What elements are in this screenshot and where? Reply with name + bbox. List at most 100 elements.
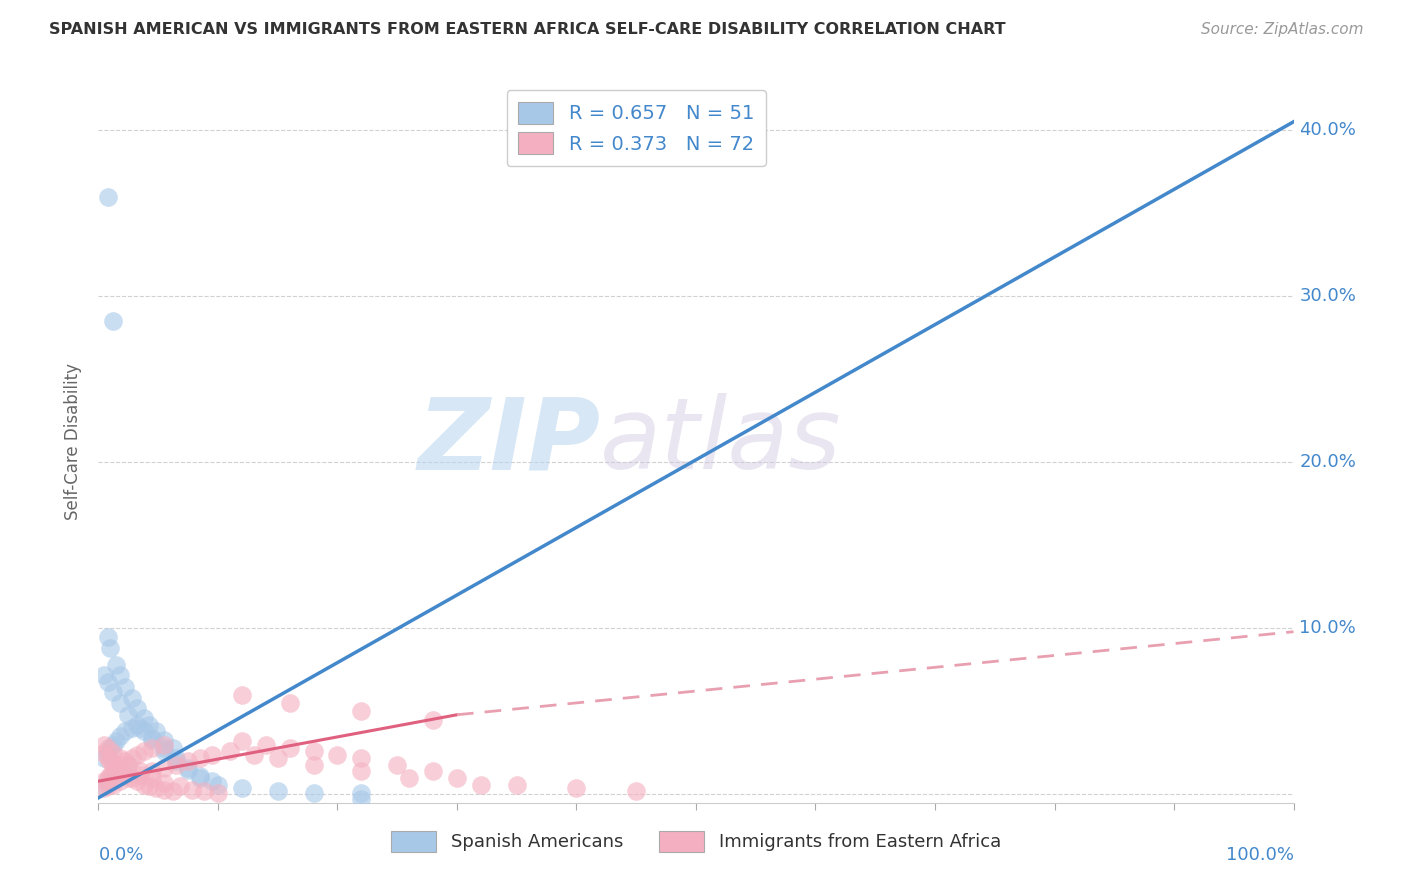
Point	[254, 738, 277, 752]
Point	[231, 780, 253, 795]
Point	[188, 771, 211, 785]
Point	[101, 764, 124, 779]
Point	[101, 314, 124, 328]
Point	[98, 767, 122, 781]
Point	[132, 711, 155, 725]
Point	[101, 778, 124, 792]
Point	[162, 784, 184, 798]
Point	[125, 747, 148, 762]
Point	[165, 754, 187, 768]
Point	[108, 764, 131, 779]
Point	[93, 779, 115, 793]
Point	[97, 630, 120, 644]
Point	[101, 746, 124, 760]
Point	[219, 744, 242, 758]
Point	[108, 696, 131, 710]
Text: ZIP: ZIP	[418, 393, 600, 490]
Point	[278, 741, 301, 756]
Point	[207, 786, 229, 800]
Point	[97, 741, 120, 756]
Text: 40.0%: 40.0%	[1299, 121, 1357, 139]
Point	[302, 757, 325, 772]
Point	[153, 761, 176, 775]
Point	[565, 780, 588, 795]
Point	[188, 751, 211, 765]
Point	[207, 778, 229, 792]
Point	[153, 741, 176, 756]
Point	[108, 757, 131, 772]
Point	[350, 764, 373, 779]
Text: SPANISH AMERICAN VS IMMIGRANTS FROM EASTERN AFRICA SELF-CARE DISABILITY CORRELAT: SPANISH AMERICAN VS IMMIGRANTS FROM EAST…	[49, 22, 1005, 37]
Point	[114, 724, 136, 739]
Point	[97, 746, 120, 760]
Point	[97, 779, 120, 793]
Point	[243, 747, 266, 762]
Point	[141, 741, 163, 756]
Point	[626, 784, 648, 798]
Text: 30.0%: 30.0%	[1299, 287, 1357, 305]
Point	[267, 751, 290, 765]
Point	[267, 784, 290, 798]
Point	[125, 701, 148, 715]
Point	[117, 757, 139, 772]
Point	[98, 754, 122, 768]
Point	[93, 751, 115, 765]
Point	[129, 721, 152, 735]
Point	[141, 771, 163, 785]
Point	[422, 713, 444, 727]
Point	[141, 732, 163, 747]
Point	[114, 680, 136, 694]
Point	[93, 746, 115, 760]
Point	[153, 782, 176, 797]
Point	[93, 668, 115, 682]
Point	[101, 738, 124, 752]
Point	[422, 764, 444, 779]
Point	[105, 767, 128, 781]
Point	[162, 741, 184, 756]
Point	[108, 751, 131, 765]
Point	[114, 754, 136, 768]
Point	[129, 767, 152, 781]
Point	[97, 189, 120, 203]
Point	[97, 674, 120, 689]
Point	[121, 721, 143, 735]
Legend: Spanish Americans, Immigrants from Eastern Africa: Spanish Americans, Immigrants from Easte…	[384, 823, 1008, 859]
Point	[201, 774, 224, 789]
Point	[350, 792, 373, 806]
Point	[132, 724, 155, 739]
Point	[231, 734, 253, 748]
Point	[93, 738, 115, 752]
Point	[125, 717, 148, 731]
Point	[125, 774, 148, 789]
Point	[141, 731, 163, 745]
Point	[201, 747, 224, 762]
Point	[153, 738, 176, 752]
Text: atlas: atlas	[600, 393, 842, 490]
Point	[446, 771, 468, 785]
Point	[326, 747, 349, 762]
Point	[105, 761, 128, 775]
Point	[98, 741, 122, 756]
Point	[165, 757, 187, 772]
Point	[165, 751, 187, 765]
Text: 20.0%: 20.0%	[1299, 453, 1357, 471]
Point	[350, 786, 373, 800]
Point	[153, 732, 176, 747]
Point	[108, 774, 131, 789]
Point	[138, 779, 160, 793]
Point	[385, 757, 409, 772]
Point	[105, 657, 128, 672]
Point	[145, 780, 167, 795]
Point	[153, 776, 176, 790]
Point	[132, 744, 155, 758]
Point	[97, 771, 120, 785]
Point	[177, 761, 200, 775]
Point	[302, 786, 325, 800]
Point	[177, 763, 200, 777]
Text: Source: ZipAtlas.com: Source: ZipAtlas.com	[1201, 22, 1364, 37]
Point	[97, 751, 120, 765]
Point	[145, 724, 167, 739]
Point	[121, 751, 143, 765]
Point	[193, 784, 215, 798]
Point	[398, 771, 420, 785]
